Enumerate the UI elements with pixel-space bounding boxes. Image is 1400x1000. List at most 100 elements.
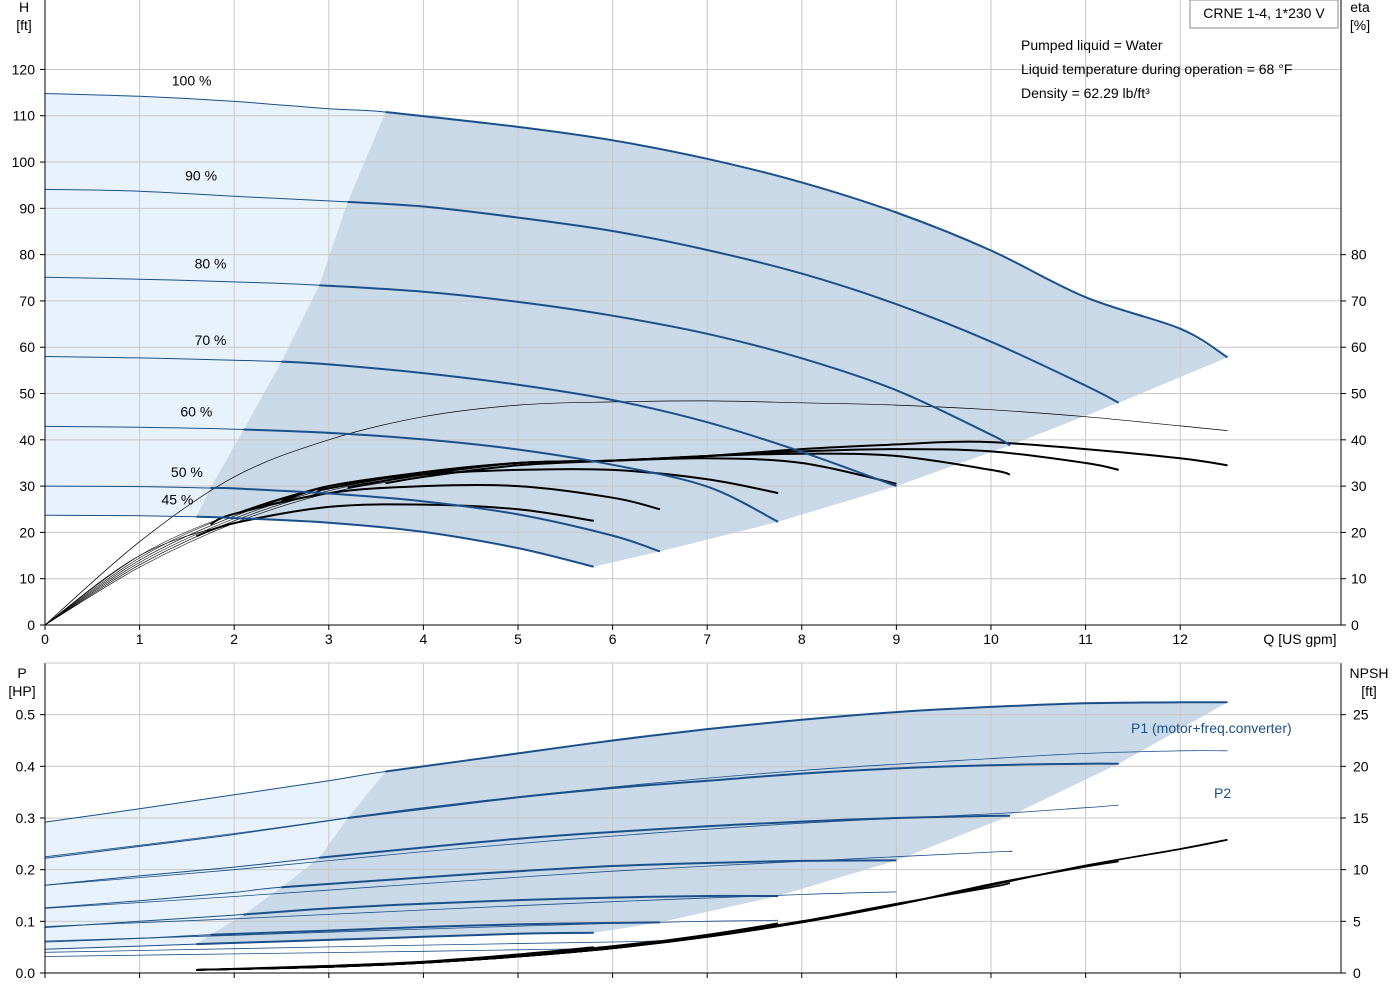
head-curve-100pct [385,111,1229,359]
operating-range-area [196,112,1228,567]
q-tick-label: 9 [892,631,900,647]
operating-range-fill [45,702,1228,950]
annotation-density: Density = 62.29 lb/ft³ [1021,85,1150,101]
p1-curve-50pct [210,921,660,936]
annotation-liquid: Pumped liquid = Water [1021,37,1163,53]
efficiency-curve-100pct [385,440,1228,485]
efficiency-curve-50pct [210,483,661,526]
p-tick-label: 0.4 [16,758,36,774]
npsh-tick-label: 5 [1353,913,1361,929]
npsh-curve-45pct [196,946,594,971]
h-tick-label: 20 [19,524,35,540]
head-curve-45pct [196,515,594,568]
p2-curve-45pct [44,948,594,957]
q-tick-label: 12 [1172,631,1188,647]
eta-tick-label: 80 [1351,247,1367,263]
p1-series-label: P1 (motor+freq.converter) [1131,720,1292,736]
h-axis-title: H [19,0,29,15]
speed-label: 80 % [195,256,227,272]
h-tick-label: 60 [19,339,35,355]
p2-curve-100pct [44,750,1228,858]
h-tick-label: 90 [19,200,35,216]
speed-label: 70 % [195,332,227,348]
h-tick-label: 50 [19,386,35,402]
p1-curves [44,701,1228,950]
head-curve-50pct [210,486,661,553]
model-title: CRNE 1-4, 1*230 V [1203,5,1325,21]
speed-label: 45 % [161,492,193,508]
eta-axis-title: eta [1350,0,1370,15]
efficiency-curve-60pct [243,468,779,513]
q-tick-label: 4 [419,631,427,647]
p-axis-title: P [17,665,26,681]
eta-tick-label: 70 [1351,293,1367,309]
eta-tick-label: 10 [1351,571,1367,587]
speed-label: 50 % [171,464,203,480]
p2-curves [44,750,1228,957]
light-range-area [45,771,386,950]
q-tick-label: 7 [703,631,711,647]
h-tick-label: 80 [19,247,35,263]
grid-lines [45,663,1341,973]
q-tick-label: 6 [609,631,617,647]
p1-curve-60pct [243,894,779,916]
p1-curve-90pct [347,762,1119,819]
q-tick-label: 3 [325,631,333,647]
speed-label: 60 % [180,404,212,420]
q-tick-label: 8 [798,631,806,647]
efficiency-curves [44,400,1228,626]
power-npsh-panel: 0.0 0.1 0.2 0.3 0.4 0.5 0 5 10 15 20 25 [16,662,1369,981]
head-curve-80pct [319,284,1011,447]
npsh-axis-unit: [ft] [1361,683,1377,699]
q-tick-label: 10 [983,631,999,647]
npsh-tick-label: 15 [1353,810,1369,826]
eta-tick-label: 20 [1351,524,1367,540]
q-tick-label: 2 [230,631,238,647]
h-tick-label: 70 [19,293,35,309]
p1-curve-80pct [319,814,1010,859]
eta-tick-label: 0 [1351,617,1359,633]
annotation-temperature: Liquid temperature during operation = 68… [1021,61,1292,77]
h-tick-label: 120 [12,61,36,77]
axes [44,0,1342,626]
h-tick-label: 40 [19,432,35,448]
eta-axis-unit: [%] [1350,17,1370,33]
q-tick-label: 1 [136,631,144,647]
npsh-axis-title: NPSH [1350,665,1389,681]
h-axis-unit: [ft] [16,17,32,33]
p1-curve-100pct [385,701,1228,773]
p-tick-label: 0.1 [16,913,36,929]
head-curve-90pct [347,200,1120,404]
speed-label: 90 % [185,168,217,184]
h-tick-label: 100 [12,154,36,170]
tick-labels: 0102030405060708090100110120010203040506… [12,61,1367,647]
p2-curve-90pct [44,804,1119,886]
head-curve-60pct [243,428,779,523]
npsh-tick-label: 10 [1353,862,1369,878]
q-tick-label: 0 [41,631,49,647]
p-tick-label: 0.3 [16,810,36,826]
q-tick-label: 5 [514,631,522,647]
grid-lines [45,0,1341,625]
npsh-curves [196,838,1228,971]
efficiency-envelope-line [44,400,1228,626]
h-tick-label: 10 [19,571,35,587]
h-tick-label: 30 [19,478,35,494]
p-axis-unit: [HP] [8,683,35,699]
q-axis-label: Q [US gpm] [1263,631,1336,647]
npsh-tick-label: 20 [1353,758,1369,774]
eta-tick-label: 40 [1351,432,1367,448]
efficiency-curve-45pct [196,503,594,538]
p2-curve-60pct [44,919,779,942]
speed-labels: 100 % 90 % 80 % 70 % 60 % 50 % 45 % [161,73,226,508]
p1-curve-45pct [196,931,594,946]
p-tick-label: 0.5 [16,707,36,723]
tick-labels: 0.0 0.1 0.2 0.3 0.4 0.5 0 5 10 15 20 25 [16,707,1369,981]
p2-curve-80pct [44,850,1013,909]
h-tick-label: 0 [27,617,35,633]
p1-curve-70pct [281,859,897,889]
p2-series-label: P2 [1214,785,1231,801]
head-curves [44,93,1229,568]
h-tick-label: 110 [13,108,36,124]
